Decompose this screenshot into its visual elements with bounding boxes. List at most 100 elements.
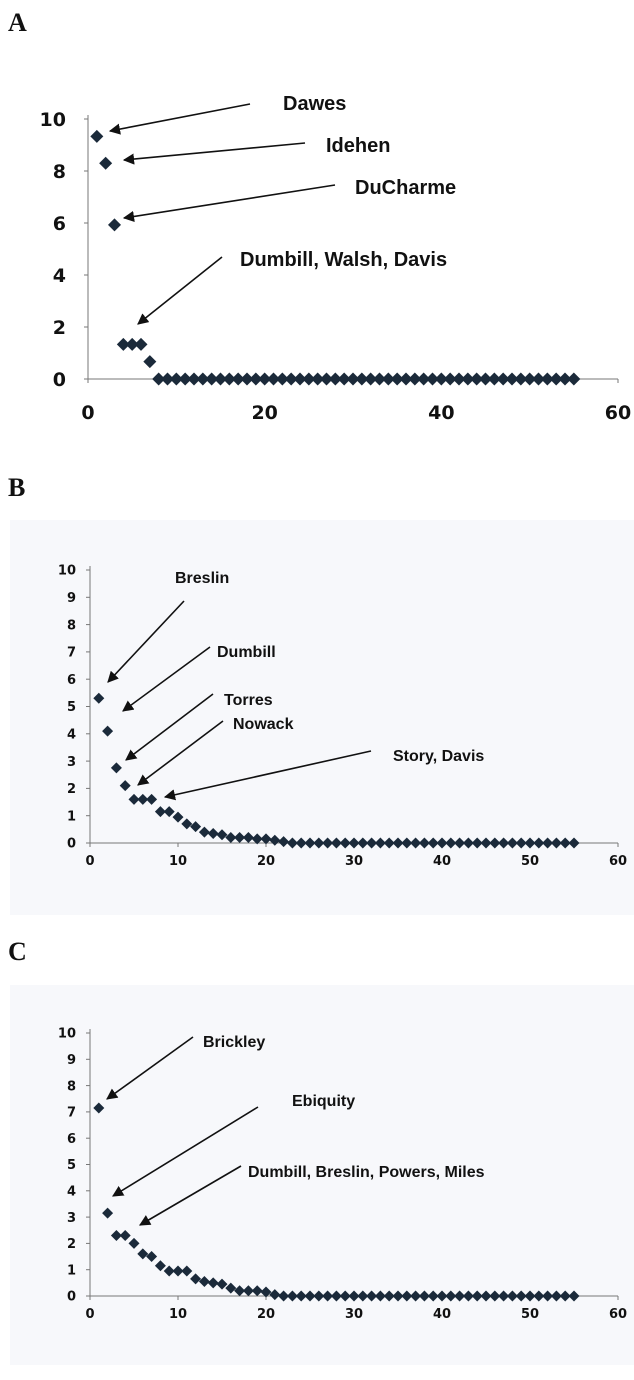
data-point — [480, 1290, 492, 1302]
data-point — [436, 1290, 448, 1302]
y-tick-label: 6 — [67, 1132, 76, 1147]
data-point — [373, 372, 386, 386]
data-point — [198, 1276, 210, 1288]
data-point — [102, 1207, 114, 1219]
x-tick-label: 50 — [521, 854, 539, 869]
data-point — [260, 1286, 272, 1298]
data-point — [540, 372, 554, 386]
data-point — [119, 1230, 131, 1242]
panel-label-b: B — [8, 473, 26, 502]
data-point — [410, 1290, 422, 1302]
x-tick-label: 0 — [85, 854, 94, 869]
data-point — [304, 1290, 316, 1302]
y-tick-label: 7 — [67, 646, 76, 661]
annotation-arrow — [137, 720, 224, 786]
data-point — [222, 372, 236, 386]
data-point — [154, 1260, 166, 1272]
data-point — [392, 1290, 404, 1302]
data-point — [330, 1290, 342, 1302]
data-point — [452, 372, 466, 386]
data-point — [102, 725, 114, 737]
chart-background — [10, 985, 634, 1365]
data-point — [445, 837, 457, 849]
data-point — [506, 1290, 518, 1302]
data-point — [286, 837, 298, 849]
data-point — [346, 372, 360, 386]
data-point — [143, 355, 157, 369]
data-point — [366, 1290, 378, 1302]
data-point — [401, 1290, 413, 1302]
data-point — [470, 372, 484, 386]
data-point — [330, 837, 342, 849]
data-point — [471, 837, 483, 849]
data-point — [251, 1285, 263, 1297]
data-point — [568, 1290, 580, 1302]
data-point — [242, 832, 254, 844]
y-tick-label: 8 — [53, 161, 66, 183]
data-point — [505, 372, 519, 386]
data-point — [487, 372, 501, 386]
data-point — [381, 372, 395, 386]
data-point — [515, 837, 527, 849]
data-point — [374, 837, 386, 849]
data-point — [462, 837, 474, 849]
annotation-label: Dumbill, Breslin, Powers, Miles — [248, 1164, 485, 1181]
data-point — [418, 837, 430, 849]
y-tick-label: 6 — [53, 213, 66, 235]
data-point — [427, 837, 439, 849]
data-point — [181, 1265, 193, 1277]
chart-c: 0 1 2 3 4 5 6 7 8 9 10 0 10 20 30 40 50 60 Brickley Ebiquit… — [10, 985, 634, 1365]
data-point — [410, 837, 422, 849]
annotation-label: Story, Davis — [393, 748, 484, 765]
data-point — [436, 837, 448, 849]
data-point — [549, 372, 563, 386]
data-point — [137, 793, 149, 805]
data-point — [542, 1290, 554, 1302]
annotation-label: Torres — [224, 692, 273, 709]
data-point — [348, 837, 360, 849]
data-point — [207, 1277, 219, 1289]
y-tick-label: 7 — [67, 1106, 76, 1121]
data-point — [542, 837, 554, 849]
data-point — [426, 372, 439, 386]
annotation-arrow — [122, 646, 211, 712]
data-point — [339, 1290, 351, 1302]
x-tick-label: 20 — [257, 854, 275, 869]
data-point — [445, 1290, 457, 1302]
data-point — [558, 372, 572, 386]
data-point — [533, 837, 545, 849]
data-point — [479, 372, 492, 386]
data-point — [293, 372, 307, 386]
data-point — [568, 837, 580, 849]
data-point — [559, 837, 571, 849]
data-point — [514, 372, 528, 386]
data-point — [181, 818, 193, 830]
data-point — [489, 837, 501, 849]
annotation-arrow — [112, 1106, 259, 1197]
data-point — [550, 1290, 562, 1302]
data-point — [137, 1248, 149, 1260]
data-point — [161, 372, 174, 386]
x-tick-label: 10 — [169, 854, 187, 869]
x-tick-label: 40 — [433, 854, 451, 869]
data-point — [304, 837, 316, 849]
panel-label-c: C — [8, 937, 27, 966]
data-point — [523, 372, 537, 386]
annotation-arrow — [137, 256, 223, 325]
data-point — [286, 1290, 298, 1302]
x-tick-label: 30 — [345, 854, 363, 869]
data-point — [390, 372, 404, 386]
annotation-label: DuCharme — [355, 177, 456, 199]
data-point — [231, 372, 245, 386]
data-point — [401, 837, 413, 849]
y-tick-label: 2 — [53, 317, 66, 339]
data-point — [110, 762, 122, 774]
data-point — [328, 372, 342, 386]
data-point — [225, 1282, 237, 1294]
data-point — [234, 1285, 246, 1297]
x-tick-label: 60 — [609, 854, 627, 869]
data-point — [506, 837, 518, 849]
data-point — [337, 372, 351, 386]
data-point — [163, 806, 175, 818]
data-point — [275, 372, 289, 386]
